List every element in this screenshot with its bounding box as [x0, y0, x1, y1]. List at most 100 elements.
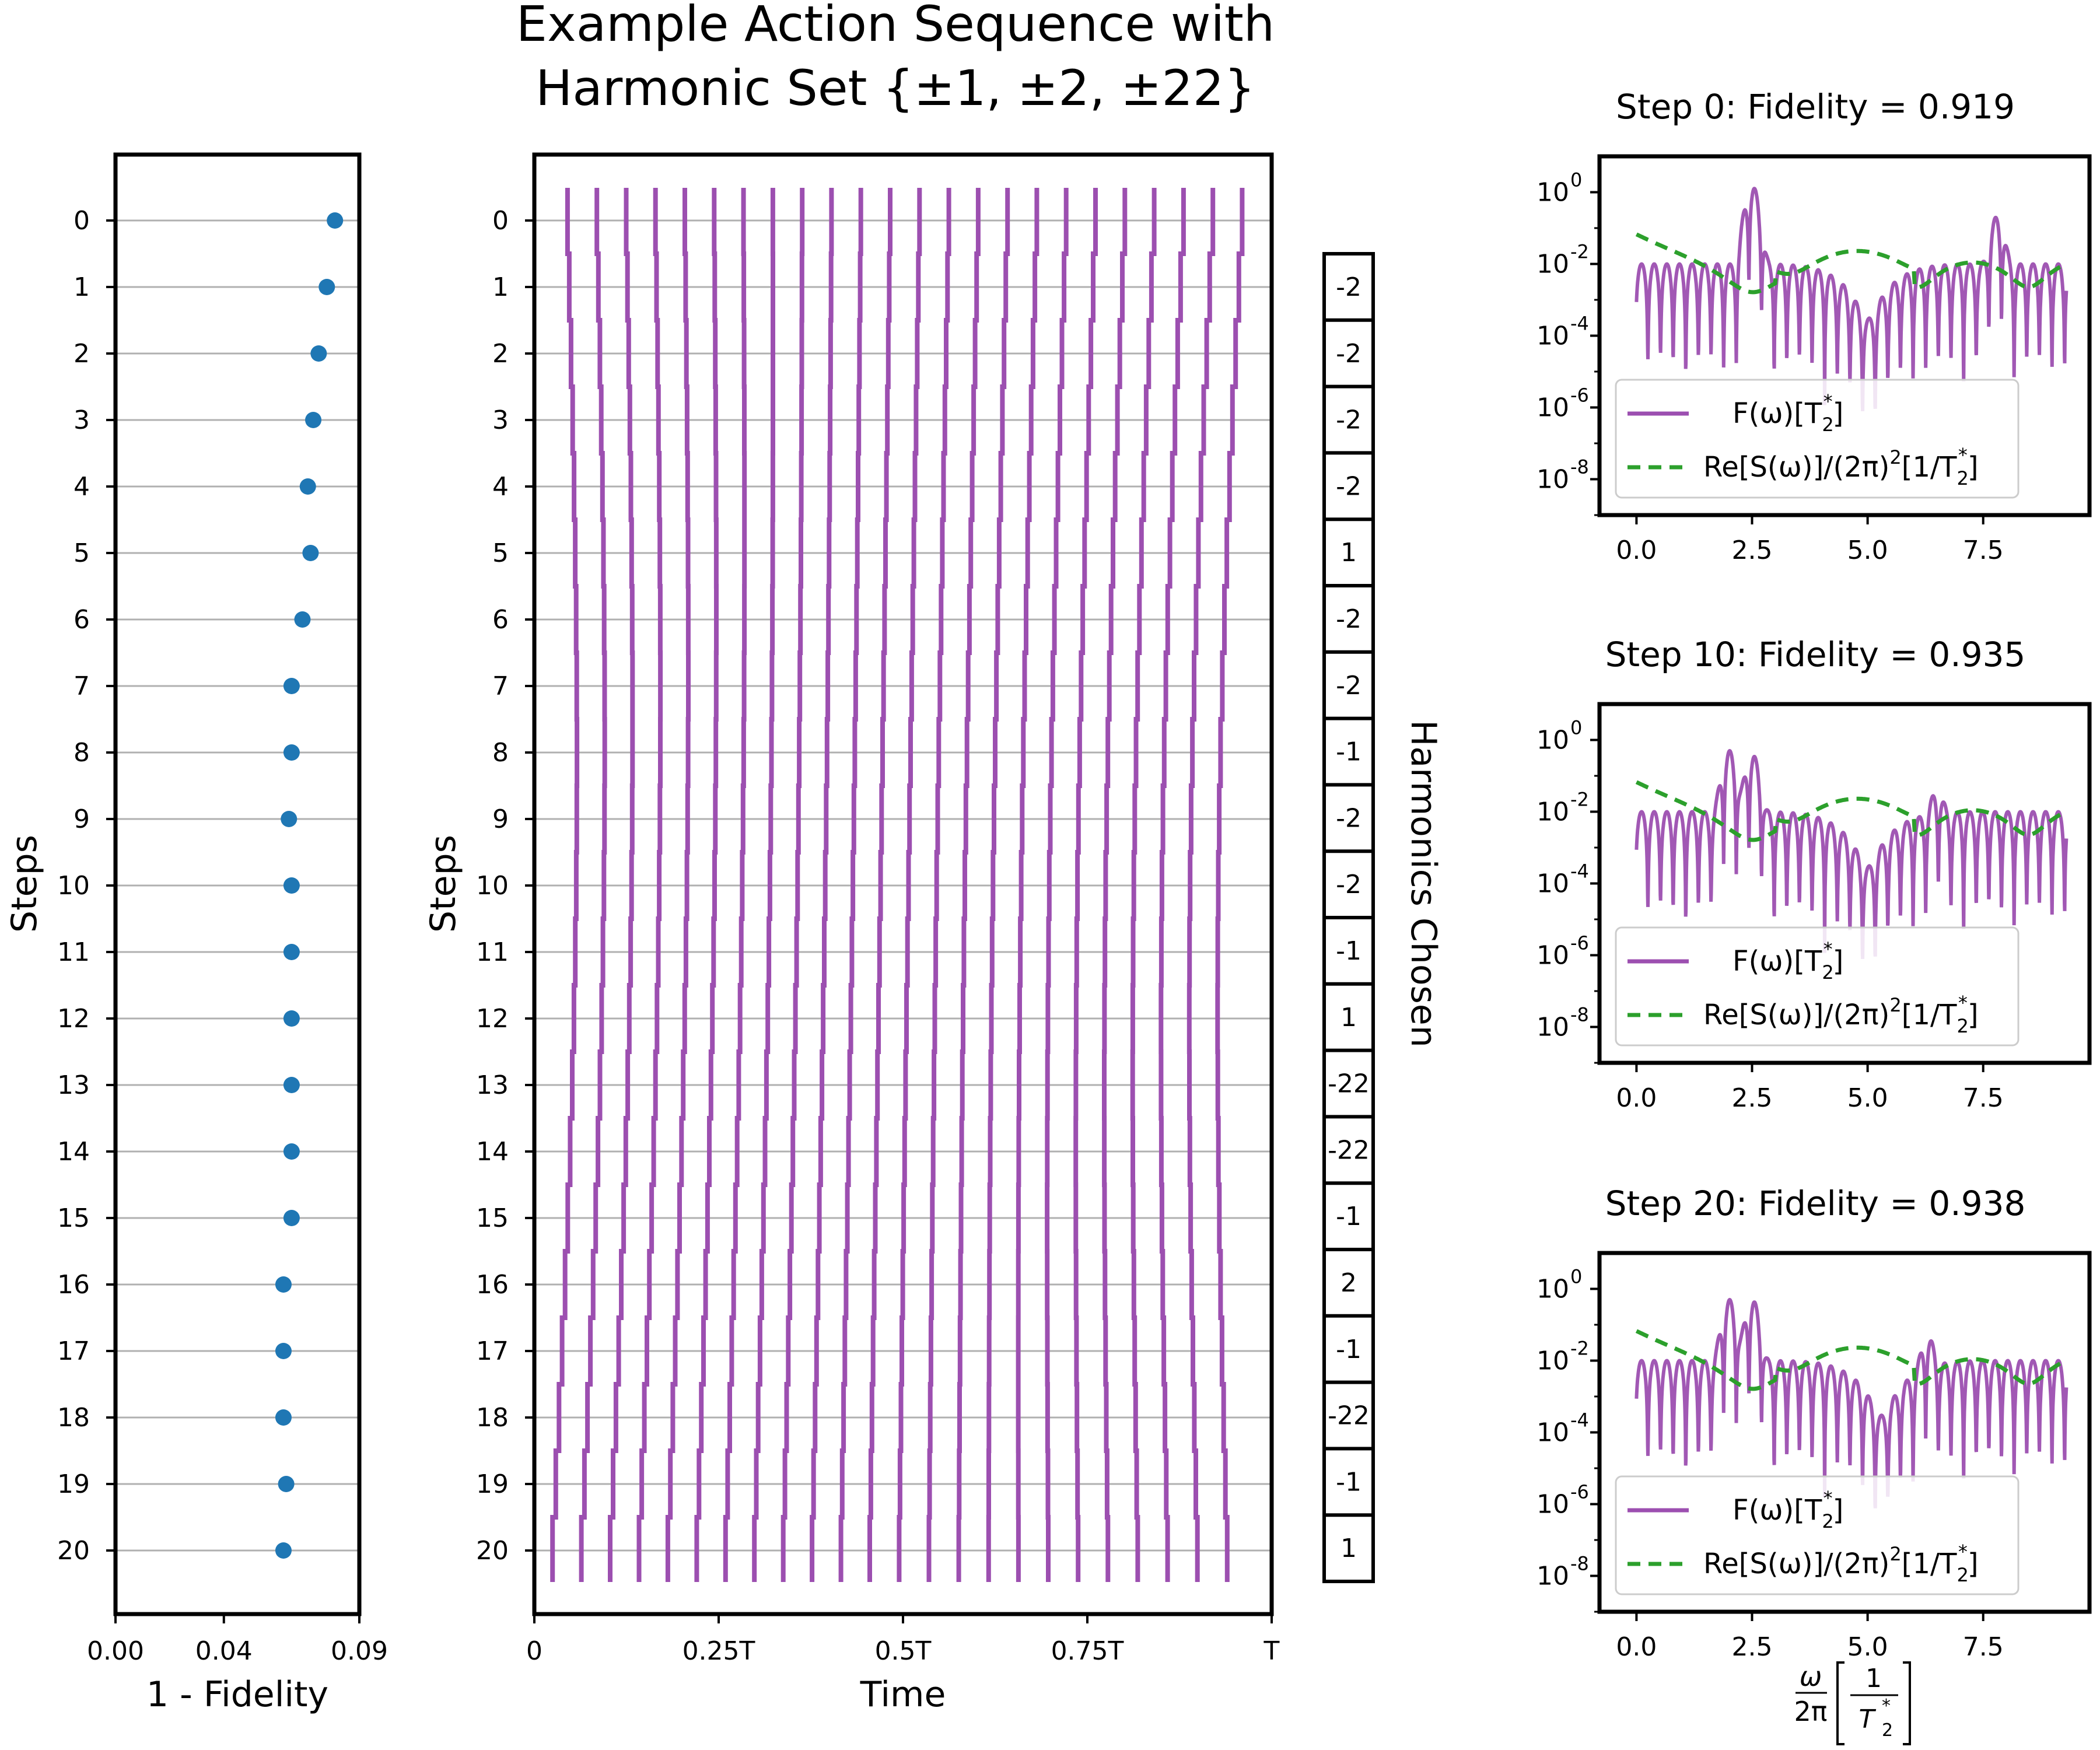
spectrum-panel-step0: Step 0: Fidelity = 0.919F(ω)[T2*]Re[S(ω)… — [1536, 87, 2092, 565]
infidelity-ylabel: Steps — [4, 835, 45, 933]
pulse-trace — [810, 188, 834, 1582]
pulse-ylabel: Steps — [423, 835, 464, 933]
harmonic-cell: -2 — [1336, 803, 1362, 833]
y-tick-label: 10 — [1536, 1418, 1569, 1448]
y-tick-label: 20 — [57, 1536, 90, 1566]
y-tick-exponent: -8 — [1570, 1004, 1589, 1026]
y-tick-label: 10 — [1536, 797, 1569, 827]
y-tick-label: 5 — [492, 538, 509, 568]
y-tick-label: 11 — [476, 937, 509, 967]
x-tick-label: 2.5 — [1732, 1632, 1773, 1662]
data-point — [283, 1077, 300, 1093]
legend-box — [1615, 379, 2020, 499]
xlabel-one: 1 — [1866, 1664, 1882, 1693]
x-tick-label: 2.5 — [1732, 1083, 1773, 1113]
x-tick-label: T — [1264, 1636, 1280, 1666]
y-tick-label: 10 — [1536, 726, 1569, 755]
y-tick-label: 10 — [1536, 869, 1569, 899]
y-tick-label: 2 — [74, 339, 90, 369]
x-tick-label: 0.0 — [1616, 1083, 1657, 1113]
spectrum-plot-area — [1634, 748, 2068, 959]
pulse-trace — [1073, 188, 1098, 1582]
figure-title-line1: Example Action Sequence with — [516, 0, 1275, 52]
filter-function-line — [1634, 748, 2068, 959]
y-tick-label: 3 — [492, 405, 509, 435]
legend-noise-label: Re[S(ω)]/(2π)2[1/T2*] — [1703, 444, 1979, 489]
y-tick-exponent: -2 — [1570, 1338, 1589, 1360]
y-tick-label: 19 — [476, 1469, 509, 1499]
y-tick-label: 15 — [476, 1203, 509, 1233]
x-tick-label: 0.75T — [1051, 1636, 1124, 1666]
y-tick-label: 12 — [476, 1004, 509, 1034]
y-tick-exponent: -4 — [1570, 860, 1589, 883]
harmonic-cell: 1 — [1340, 1003, 1357, 1032]
pulse-trace — [723, 188, 747, 1582]
y-tick-label: 1 — [74, 272, 90, 302]
y-tick-exponent: -6 — [1570, 932, 1589, 954]
y-tick-label: 7 — [74, 671, 90, 701]
spectrum-title: Step 0: Fidelity = 0.919 — [1616, 87, 2015, 127]
pulse-trace — [579, 188, 607, 1582]
harmonic-cell: -2 — [1336, 272, 1362, 302]
y-tick-exponent: 0 — [1570, 717, 1582, 739]
data-point — [302, 545, 319, 561]
x-tick-label: 5.0 — [1847, 1083, 1888, 1113]
y-tick-label: 10 — [1536, 321, 1569, 351]
data-point — [278, 1476, 295, 1492]
spectrum-panel-step20: Step 20: Fidelity = 0.938 F(ω)[T2*] Re[S(ω… — [1536, 1184, 2092, 1662]
data-point — [327, 212, 344, 229]
infidelity-x-ticks: 0.00 0.04 0.09 — [87, 1614, 388, 1666]
data-point — [318, 279, 335, 295]
data-point — [299, 478, 316, 495]
data-point — [275, 1409, 292, 1426]
pulse-xlabel: Time — [860, 1674, 946, 1715]
x-tick-label: 7.5 — [1963, 1083, 2004, 1113]
y-tick-label: 10 — [1536, 941, 1569, 971]
pulse-trace — [550, 188, 580, 1582]
y-tick-label: 1 — [492, 272, 509, 302]
harmonic-cell: -2 — [1336, 604, 1362, 634]
pulse-trace — [867, 188, 892, 1582]
xlabel-T-sub: 2 — [1882, 1720, 1893, 1741]
y-tick-label: 13 — [476, 1070, 509, 1100]
spectrum-panel-step10: Step 10: Fidelity = 0.935F(ω)[T2*]Re[S(ω… — [1536, 635, 2092, 1113]
x-tick-label: 0 — [526, 1636, 542, 1666]
x-tick-label: 0.5T — [875, 1636, 932, 1666]
x-tick-label: 7.5 — [1963, 1632, 2004, 1662]
y-tick-label: 13 — [57, 1070, 90, 1100]
data-point — [275, 1542, 292, 1559]
pulse-frame — [532, 152, 1274, 1616]
data-point — [283, 744, 300, 761]
y-tick-label: 12 — [57, 1004, 90, 1034]
y-tick-label: 10 — [1536, 1013, 1569, 1042]
harmonic-cell: -1 — [1336, 1467, 1362, 1497]
pulse-trace — [752, 188, 775, 1582]
y-tick-label: 18 — [57, 1403, 90, 1433]
figure-title-line2: Harmonic Set {±1, ±2, ±22} — [536, 60, 1255, 117]
legend-box — [1615, 1475, 2020, 1595]
y-tick-exponent: -8 — [1570, 456, 1589, 478]
harmonic-cell: -1 — [1336, 1335, 1362, 1364]
data-point — [283, 1010, 300, 1027]
y-tick-label: 14 — [57, 1137, 90, 1167]
data-point — [283, 877, 300, 894]
y-tick-label: 10 — [1536, 465, 1569, 495]
y-tick-label: 10 — [1536, 178, 1569, 208]
harmonic-cell: -22 — [1328, 1135, 1370, 1165]
y-tick-label: 6 — [74, 605, 90, 635]
pulse-trace — [608, 188, 635, 1582]
y-tick-label: 17 — [476, 1336, 509, 1366]
y-tick-label: 15 — [57, 1203, 90, 1233]
y-tick-exponent: 0 — [1570, 1266, 1582, 1288]
pulse-trace — [1102, 188, 1128, 1582]
xlabel-T-star: * — [1882, 1696, 1891, 1716]
data-point — [283, 944, 300, 960]
harmonic-cell: -2 — [1336, 405, 1362, 435]
harmonic-cell: -2 — [1336, 671, 1362, 701]
harmonic-cell: 1 — [1340, 538, 1357, 568]
y-tick-label: 20 — [476, 1536, 509, 1566]
y-tick-label: 9 — [492, 804, 509, 834]
y-tick-exponent: -4 — [1570, 313, 1589, 335]
